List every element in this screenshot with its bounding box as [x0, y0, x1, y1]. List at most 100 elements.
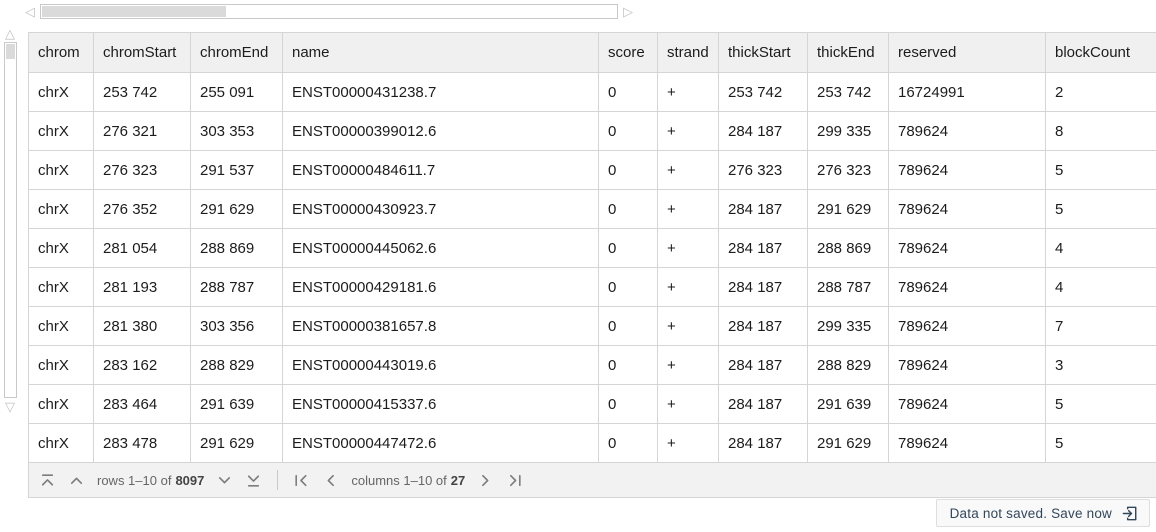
table-cell[interactable]: + [657, 267, 719, 307]
column-header-thickEnd[interactable]: thickEnd [807, 32, 889, 73]
table-cell[interactable]: 284 187 [718, 345, 808, 385]
table-cell[interactable]: 789624 [888, 111, 1046, 151]
table-cell[interactable]: + [657, 345, 719, 385]
table-cell[interactable]: 5 [1045, 150, 1156, 190]
table-cell[interactable]: 303 356 [190, 306, 283, 346]
table-cell[interactable]: 284 187 [718, 228, 808, 268]
table-cell[interactable]: 291 639 [807, 384, 889, 424]
table-cell[interactable]: 0 [598, 150, 658, 190]
table-cell[interactable]: + [657, 306, 719, 346]
vertical-scrollbar-thumb[interactable] [5, 44, 15, 59]
table-cell[interactable]: ENST00000447472.6 [282, 423, 599, 463]
table-cell[interactable]: chrX [28, 384, 94, 424]
table-cell[interactable]: 16724991 [888, 72, 1046, 112]
table-cell[interactable]: 303 353 [190, 111, 283, 151]
table-cell[interactable]: 5 [1045, 189, 1156, 229]
table-cell[interactable]: 291 639 [190, 384, 283, 424]
column-header-chromStart[interactable]: chromStart [93, 32, 191, 73]
table-cell[interactable]: 3 [1045, 345, 1156, 385]
table-cell[interactable]: 291 537 [190, 150, 283, 190]
vertical-scrollbar-track[interactable] [3, 42, 17, 398]
table-cell[interactable]: 281 054 [93, 228, 191, 268]
table-cell[interactable]: 0 [598, 384, 658, 424]
table-cell[interactable]: chrX [28, 306, 94, 346]
table-cell[interactable]: 789624 [888, 228, 1046, 268]
column-header-chrom[interactable]: chrom [28, 32, 94, 73]
table-cell[interactable]: + [657, 228, 719, 268]
table-cell[interactable]: chrX [28, 72, 94, 112]
table-cell[interactable]: 276 321 [93, 111, 191, 151]
table-cell[interactable]: 288 869 [807, 228, 889, 268]
table-cell[interactable]: + [657, 189, 719, 229]
table-cell[interactable]: ENST00000484611.7 [282, 150, 599, 190]
table-cell[interactable]: chrX [28, 267, 94, 307]
table-cell[interactable]: chrX [28, 228, 94, 268]
table-cell[interactable]: 4 [1045, 267, 1156, 307]
table-cell[interactable]: 276 323 [718, 150, 808, 190]
table-cell[interactable]: 284 187 [718, 189, 808, 229]
table-cell[interactable]: 0 [598, 72, 658, 112]
table-cell[interactable]: 288 787 [190, 267, 283, 307]
table-cell[interactable]: ENST00000381657.8 [282, 306, 599, 346]
table-cell[interactable]: 283 464 [93, 384, 191, 424]
table-cell[interactable]: 789624 [888, 150, 1046, 190]
table-cell[interactable]: 0 [598, 423, 658, 463]
table-cell[interactable]: 281 193 [93, 267, 191, 307]
table-cell[interactable]: 284 187 [718, 267, 808, 307]
table-cell[interactable]: 288 869 [190, 228, 283, 268]
table-cell[interactable]: chrX [28, 111, 94, 151]
next-rows-button[interactable] [216, 472, 233, 489]
table-cell[interactable]: 2 [1045, 72, 1156, 112]
table-cell[interactable]: 789624 [888, 189, 1046, 229]
column-header-chromEnd[interactable]: chromEnd [190, 32, 283, 73]
table-cell[interactable]: 0 [598, 267, 658, 307]
save-now-button[interactable]: Data not saved. Save now [935, 499, 1150, 527]
table-cell[interactable]: 291 629 [807, 423, 889, 463]
table-cell[interactable]: 255 091 [190, 72, 283, 112]
table-cell[interactable]: 0 [598, 228, 658, 268]
column-header-strand[interactable]: strand [657, 32, 719, 73]
table-cell[interactable]: 281 380 [93, 306, 191, 346]
next-columns-button[interactable] [477, 472, 494, 489]
table-cell[interactable]: ENST00000431238.7 [282, 72, 599, 112]
scroll-up-icon[interactable]: △ [5, 26, 15, 41]
column-header-reserved[interactable]: reserved [888, 32, 1046, 73]
table-cell[interactable]: 291 629 [190, 189, 283, 229]
table-cell[interactable]: + [657, 72, 719, 112]
table-cell[interactable]: 789624 [888, 306, 1046, 346]
last-columns-button[interactable] [506, 472, 523, 489]
column-header-blockCount[interactable]: blockCount [1045, 32, 1156, 73]
table-cell[interactable]: chrX [28, 189, 94, 229]
table-cell[interactable]: 0 [598, 189, 658, 229]
column-header-score[interactable]: score [598, 32, 658, 73]
table-cell[interactable]: chrX [28, 423, 94, 463]
table-cell[interactable]: 291 629 [807, 189, 889, 229]
table-cell[interactable]: 299 335 [807, 111, 889, 151]
table-cell[interactable]: 789624 [888, 423, 1046, 463]
scroll-left-icon[interactable]: ◁ [25, 3, 35, 19]
table-cell[interactable]: 291 629 [190, 423, 283, 463]
horizontal-scrollbar-track[interactable] [40, 3, 618, 19]
table-cell[interactable]: chrX [28, 150, 94, 190]
table-cell[interactable]: 5 [1045, 384, 1156, 424]
scroll-right-icon[interactable]: ▷ [623, 3, 633, 19]
table-cell[interactable]: 5 [1045, 423, 1156, 463]
table-cell[interactable]: 288 829 [807, 345, 889, 385]
table-cell[interactable]: 284 187 [718, 306, 808, 346]
first-rows-button[interactable] [39, 472, 56, 489]
table-cell[interactable]: ENST00000399012.6 [282, 111, 599, 151]
table-cell[interactable]: 283 478 [93, 423, 191, 463]
table-cell[interactable]: 276 323 [807, 150, 889, 190]
table-cell[interactable]: ENST00000443019.6 [282, 345, 599, 385]
table-cell[interactable]: 0 [598, 111, 658, 151]
table-cell[interactable]: 276 323 [93, 150, 191, 190]
column-header-name[interactable]: name [282, 32, 599, 73]
table-cell[interactable]: 789624 [888, 384, 1046, 424]
scroll-down-icon[interactable]: ▽ [5, 399, 15, 414]
table-cell[interactable]: 253 742 [807, 72, 889, 112]
table-cell[interactable]: 4 [1045, 228, 1156, 268]
horizontal-scrollbar-thumb[interactable] [42, 5, 226, 17]
table-cell[interactable]: ENST00000415337.6 [282, 384, 599, 424]
table-cell[interactable]: 0 [598, 306, 658, 346]
table-cell[interactable]: 7 [1045, 306, 1156, 346]
